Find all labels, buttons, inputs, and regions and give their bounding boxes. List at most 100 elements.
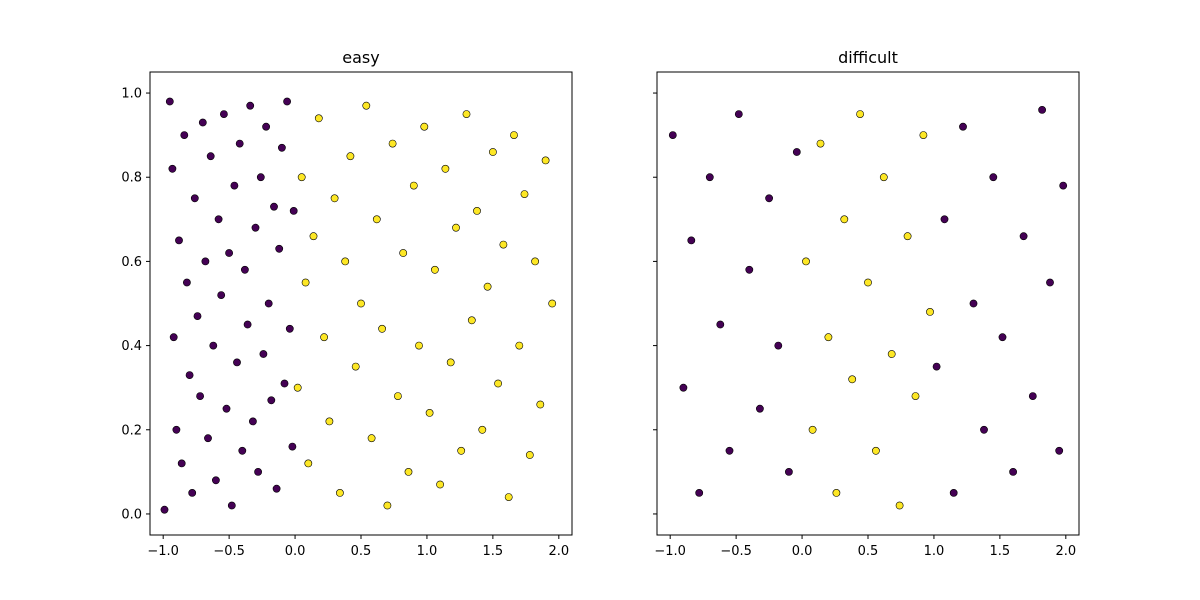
x-tick-label: 2.0 xyxy=(1055,544,1076,559)
data-point-class-0 xyxy=(214,215,223,224)
y-ticks-easy: 0.0 0.2 0.4 0.6 0.8 1.0 xyxy=(121,87,150,522)
data-point-class-0 xyxy=(219,110,228,118)
x-tick-label: 0.5 xyxy=(351,544,372,559)
axes-title-easy: easy xyxy=(342,48,379,67)
data-point-class-1 xyxy=(399,249,408,257)
data-point-class-1 xyxy=(808,425,817,434)
data-point-class-1 xyxy=(425,408,434,417)
data-point-class-1 xyxy=(378,324,386,333)
x-tick-label: 2.0 xyxy=(548,544,569,559)
data-point-class-0 xyxy=(267,396,276,405)
data-point-class-1 xyxy=(351,362,360,371)
y-tick-label: 0.6 xyxy=(121,255,142,270)
axes-title-difficult: difficult xyxy=(838,48,898,67)
data-point-class-0 xyxy=(175,236,183,245)
data-point-class-0 xyxy=(959,122,967,131)
data-point-class-0 xyxy=(196,392,204,400)
data-point-class-0 xyxy=(949,488,958,497)
data-point-class-0 xyxy=(1038,106,1046,114)
axes-difficult: −1.0 −0.5 0.0 0.5 1.0 1.5 2.0 difficult xyxy=(653,48,1080,559)
data-point-class-0 xyxy=(206,152,215,161)
data-point-class-1 xyxy=(824,333,833,342)
data-point-class-0 xyxy=(932,362,941,371)
data-point-class-0 xyxy=(272,484,281,493)
data-point-class-1 xyxy=(541,156,550,165)
data-point-class-1 xyxy=(441,164,450,173)
data-point-class-1 xyxy=(887,350,896,358)
data-point-class-0 xyxy=(168,164,177,173)
scatter-points-difficult xyxy=(668,106,1068,510)
data-point-class-1 xyxy=(357,299,365,308)
data-point-class-1 xyxy=(346,152,355,161)
data-point-class-1 xyxy=(320,333,328,342)
data-point-class-1 xyxy=(341,257,350,266)
data-point-class-1 xyxy=(314,114,323,123)
data-point-class-1 xyxy=(462,110,471,118)
data-point-class-0 xyxy=(695,488,704,497)
data-point-class-0 xyxy=(188,488,197,497)
data-point-class-0 xyxy=(969,299,978,308)
data-point-class-1 xyxy=(293,383,302,392)
data-point-class-0 xyxy=(277,143,286,152)
data-point-class-0 xyxy=(256,173,265,182)
data-point-class-0 xyxy=(193,312,202,320)
data-point-class-1 xyxy=(415,341,423,350)
x-tick-label: 1.5 xyxy=(483,544,504,559)
data-point-class-0 xyxy=(201,257,210,266)
data-point-class-1 xyxy=(548,299,557,308)
data-point-class-0 xyxy=(940,215,949,224)
data-point-class-0 xyxy=(792,148,801,156)
data-point-class-0 xyxy=(745,265,754,274)
data-point-class-1 xyxy=(525,451,534,459)
data-point-class-1 xyxy=(488,148,497,156)
data-point-class-1 xyxy=(430,265,439,274)
axes-easy: −1.0 −0.5 0.0 0.5 1.0 1.5 2.0 0.0 0.2 0.4 0.6 0.8 1… xyxy=(121,48,573,559)
x-tick-label: −1.0 xyxy=(147,544,179,559)
data-point-class-1 xyxy=(383,501,392,510)
data-point-class-0 xyxy=(1055,446,1064,455)
data-point-class-1 xyxy=(301,278,310,287)
data-point-class-0 xyxy=(288,442,297,451)
data-point-class-0 xyxy=(251,223,260,232)
data-point-class-1 xyxy=(832,488,841,497)
data-point-class-0 xyxy=(679,383,688,392)
data-point-class-1 xyxy=(903,232,912,241)
data-point-class-1 xyxy=(330,194,339,203)
data-point-class-1 xyxy=(895,501,904,510)
data-point-class-0 xyxy=(222,404,231,413)
data-point-class-0 xyxy=(264,299,273,308)
data-point-class-0 xyxy=(734,110,743,118)
data-point-class-1 xyxy=(362,101,371,110)
data-point-class-0 xyxy=(211,476,220,485)
data-point-class-0 xyxy=(204,434,212,443)
data-point-class-1 xyxy=(325,417,334,426)
data-point-class-1 xyxy=(309,232,318,241)
data-point-class-1 xyxy=(802,257,810,266)
data-point-class-0 xyxy=(254,467,262,476)
y-tick-label: 0.0 xyxy=(121,507,142,522)
x-tick-label: −0.5 xyxy=(213,544,245,559)
data-point-class-1 xyxy=(457,446,466,455)
data-point-class-0 xyxy=(169,333,178,342)
data-point-class-1 xyxy=(452,223,460,232)
data-point-class-0 xyxy=(225,249,233,257)
data-point-class-1 xyxy=(297,173,306,182)
data-point-class-0 xyxy=(217,291,226,299)
data-point-class-1 xyxy=(531,257,539,266)
data-point-class-0 xyxy=(262,122,270,131)
data-point-class-1 xyxy=(872,446,880,455)
data-point-class-0 xyxy=(1009,467,1017,476)
data-point-class-1 xyxy=(840,215,849,224)
scatter-points-easy xyxy=(160,97,557,514)
x-tick-label: 1.5 xyxy=(990,544,1011,559)
data-point-class-0 xyxy=(283,97,291,106)
data-point-class-0 xyxy=(243,320,252,329)
data-point-class-0 xyxy=(246,101,255,110)
data-point-class-0 xyxy=(765,194,773,203)
data-point-class-1 xyxy=(494,379,502,388)
data-point-class-0 xyxy=(1046,278,1054,287)
data-point-class-1 xyxy=(816,139,825,148)
data-point-class-0 xyxy=(240,265,249,274)
data-point-class-0 xyxy=(165,97,174,106)
